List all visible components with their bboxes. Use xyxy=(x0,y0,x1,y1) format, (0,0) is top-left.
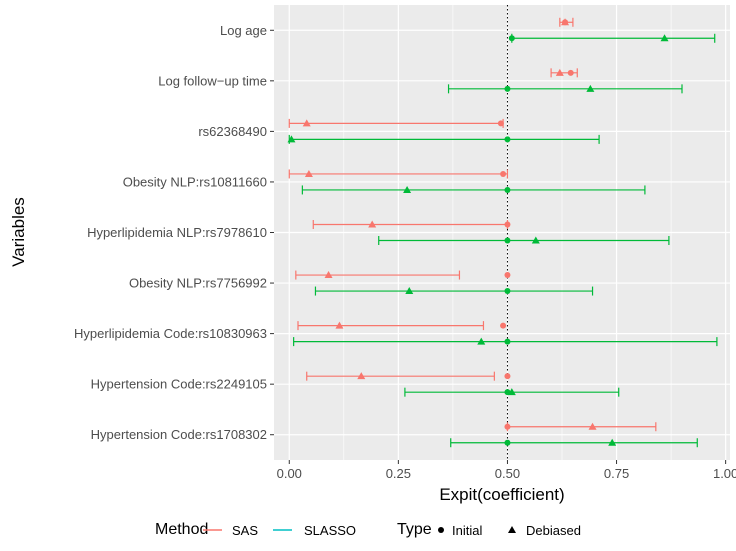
slasso-initial-point xyxy=(504,288,511,295)
marks-layer xyxy=(287,17,718,448)
legend-debiased-key xyxy=(508,526,516,533)
slasso-debiased-point xyxy=(403,185,412,193)
y-tick-label: Hypertension Code:rs2249105 xyxy=(91,377,267,392)
legend-initial-key xyxy=(438,527,444,533)
x-tick-label: 1.00 xyxy=(713,466,736,481)
slasso-initial-point xyxy=(504,136,511,143)
legend-method-title: Method xyxy=(155,521,208,538)
slasso-debiased-point xyxy=(405,287,414,295)
y-tick-label: Hypertension Code:rs1708302 xyxy=(91,427,267,442)
x-tick-label: 0.00 xyxy=(277,466,302,481)
slasso-initial-point xyxy=(504,85,511,92)
sas-debiased-point xyxy=(304,169,313,177)
slasso-debiased-point xyxy=(507,388,516,396)
slasso-initial-point xyxy=(504,237,511,244)
slasso-debiased-point xyxy=(477,337,486,345)
legend-initial-label: Initial xyxy=(452,523,482,538)
sas-debiased-point xyxy=(588,422,597,430)
y-tick-label: Obesity NLP:rs10811660 xyxy=(123,174,267,189)
x-tick-label: 0.25 xyxy=(386,466,411,481)
legend: Method SAS SLASSO Type Initial Debiased xyxy=(155,521,581,538)
sas-initial-point xyxy=(504,272,511,279)
grid-layer xyxy=(274,5,730,460)
slasso-debiased-point xyxy=(287,135,296,143)
slasso-debiased-point xyxy=(660,34,669,42)
sas-initial-point xyxy=(504,221,511,228)
sas-debiased-point xyxy=(555,68,564,76)
y-tick-labels: Log age Log follow−up time rs62368490 Obesi… xyxy=(74,23,274,442)
x-tick-labels: 0.00 0.25 0.50 0.75 1.00 xyxy=(277,460,736,481)
sas-initial-point xyxy=(504,423,511,430)
slasso-initial-point xyxy=(508,35,515,42)
x-axis-label: Expit(coefficient) xyxy=(439,485,564,504)
y-tick-label: Obesity NLP:rs7756992 xyxy=(129,276,267,291)
slasso-initial-point xyxy=(504,439,511,446)
y-tick-label: Log follow−up time xyxy=(158,73,267,88)
legend-type-title: Type xyxy=(397,521,432,538)
sas-debiased-point xyxy=(335,321,344,329)
y-tick-label: Log age xyxy=(220,23,267,38)
slasso-debiased-point xyxy=(586,84,595,92)
y-tick-label: Hyperlipidemia NLP:rs7978610 xyxy=(87,225,267,240)
legend-slasso-label: SLASSO xyxy=(304,523,356,538)
sas-initial-point xyxy=(497,120,504,127)
sas-debiased-point xyxy=(324,271,333,279)
sas-initial-point xyxy=(567,69,574,76)
slasso-initial-point xyxy=(504,186,511,193)
legend-sas-label: SAS xyxy=(232,523,258,538)
legend-debiased-label: Debiased xyxy=(526,523,581,538)
y-tick-label: rs62368490 xyxy=(198,124,267,139)
sas-debiased-point xyxy=(368,220,377,228)
slasso-debiased-point xyxy=(608,438,617,446)
sas-debiased-point xyxy=(561,18,570,26)
x-tick-label: 0.50 xyxy=(495,466,520,481)
sas-initial-point xyxy=(500,170,507,177)
sas-debiased-point xyxy=(357,372,366,380)
y-tick-label: Hyperlipidemia Code:rs10830963 xyxy=(74,326,267,341)
x-tick-label: 0.75 xyxy=(604,466,629,481)
sas-initial-point xyxy=(500,322,507,329)
y-axis-label: Variables xyxy=(9,197,28,267)
sas-debiased-point xyxy=(302,119,311,127)
slasso-debiased-point xyxy=(531,236,540,244)
slasso-initial-point xyxy=(504,338,511,345)
sas-initial-point xyxy=(504,373,511,380)
